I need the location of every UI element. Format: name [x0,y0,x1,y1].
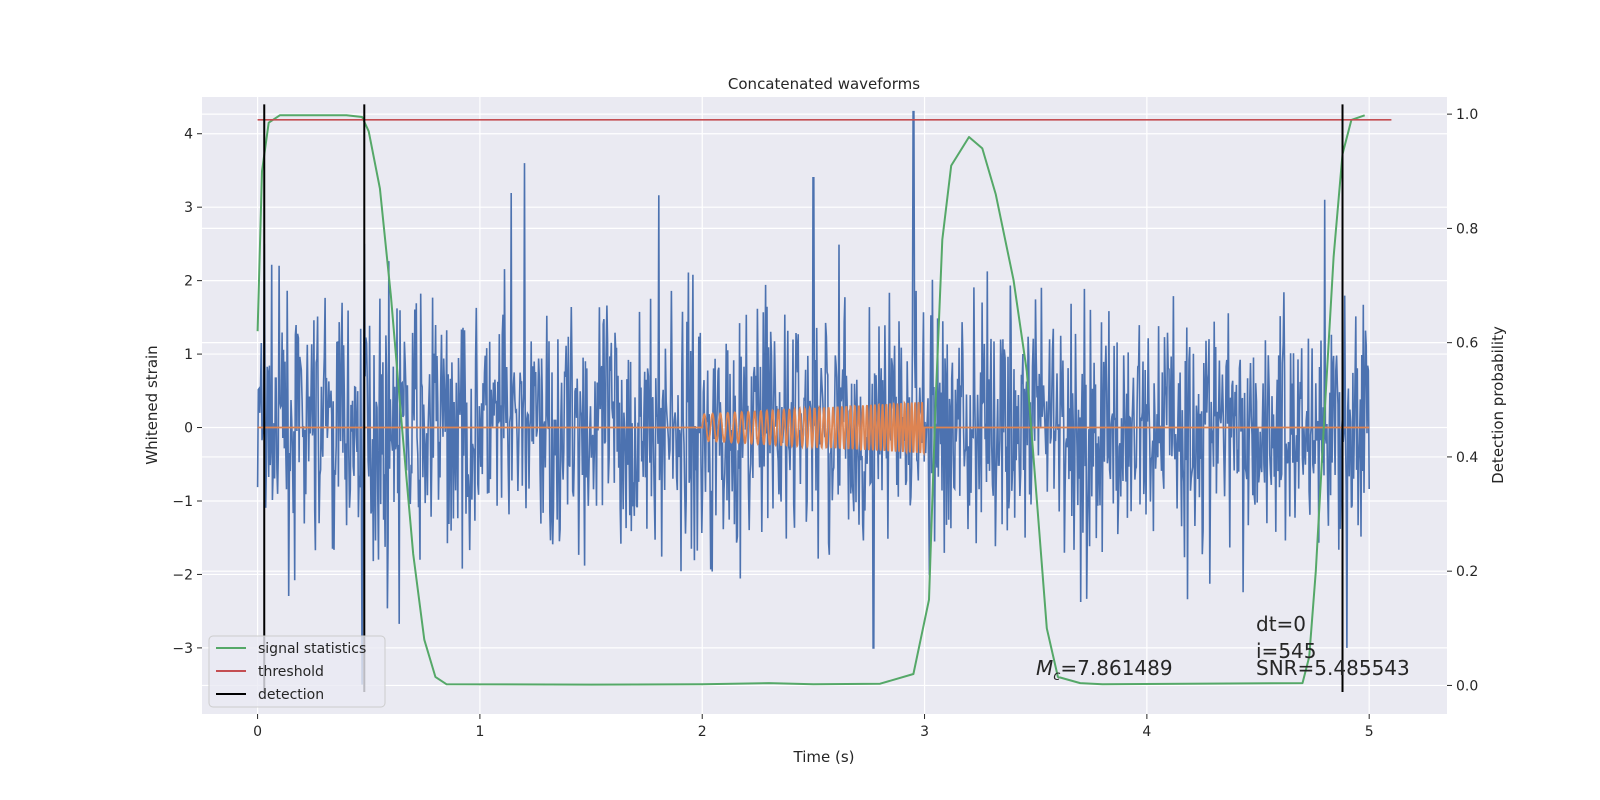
noise-line [256,110,1370,685]
legend: signal statistics threshold detection [208,635,386,708]
y-tick-label: 3 [184,200,193,216]
noise-series [256,110,1370,685]
y2-tick-label: 0.4 [1456,450,1478,466]
y2-tick-label: 1.0 [1456,107,1478,123]
chart-title: Concatenated waveforms [728,75,920,93]
y2-tick-label: 0.2 [1456,564,1478,580]
y-tick-label: 4 [184,127,193,143]
x-tick-label: 0 [253,724,262,740]
x-axis-label: Time (s) [793,748,855,766]
i-annotation: i=545 [1256,639,1317,663]
dt-annotation: dt=0 [1256,612,1306,636]
signal-statistics-series [256,114,1366,686]
y2-tick-label: 0.8 [1456,221,1478,237]
x-tick-label: 5 [1365,724,1374,740]
y-tick-label: 1 [184,347,193,363]
x-tick-label: 3 [920,724,929,740]
snr-annotation: SNR=5.485543 [1256,656,1410,680]
injected-signal-line [257,400,1370,457]
y-tick-label: −1 [172,494,193,510]
detection-series [263,104,1344,692]
legend-label-detection: detection [258,687,324,703]
y-tick-label: −2 [172,567,193,583]
y-axis-label: Whitened strain [143,345,161,464]
injected-signal-series [257,400,1370,457]
y2-axis-label: Detection probability [1489,326,1507,484]
y-tick-label: −3 [172,641,193,657]
y-tick-label: 0 [184,421,193,437]
y2-tick-label: 0.6 [1456,336,1478,352]
mc-annotation: Mc=7.861489 [1036,656,1173,684]
axes: 0 1 2 3 4 5 −3 −2 −1 0 1 2 3 4 0.0 0.2 0.4 0.6 0.8 1.0 [172,107,1478,740]
x-tick-label: 2 [698,724,707,740]
y2-tick-label: 0.0 [1456,678,1478,694]
x-tick-label: 4 [1142,724,1151,740]
legend-label-signal-statistics: signal statistics [258,641,366,657]
x-tick-label: 1 [475,724,484,740]
signal-statistics-line [256,114,1366,686]
y-tick-label: 2 [184,274,193,290]
legend-box [208,635,386,708]
legend-label-threshold: threshold [258,664,324,680]
